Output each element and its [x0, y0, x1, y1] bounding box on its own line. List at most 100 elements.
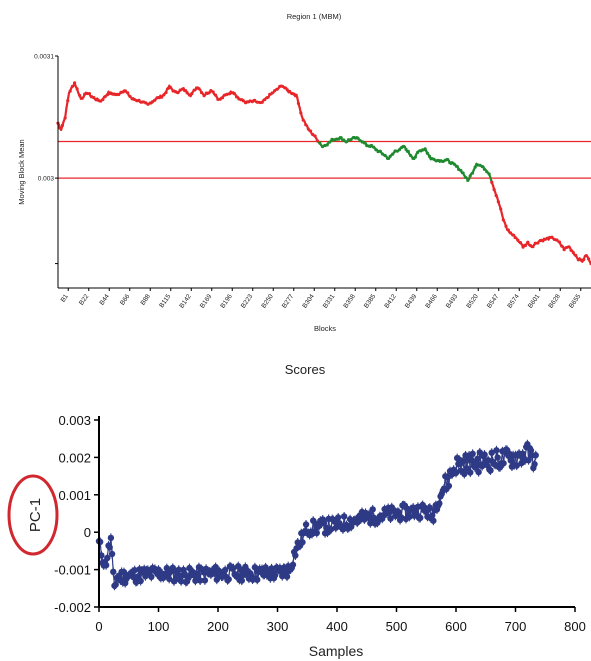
chart2-y-ticks: -0.002 -0.001 0 0.001 0.002 0.003: [54, 413, 99, 615]
chart1-x-tick-label: B142: [178, 293, 193, 310]
chart1-data-point: [550, 235, 554, 239]
chart1-data-point: [325, 143, 329, 147]
chart1-data-point: [72, 81, 77, 85]
chart2-x-tick-label: 400: [326, 619, 348, 634]
chart1-data-point: [454, 164, 459, 168]
chart1-data-point: [126, 91, 130, 95]
chart1-data-point: [220, 96, 225, 100]
chart2-point: [320, 519, 328, 526]
chart1-data-point: [528, 243, 533, 248]
chart2-y-tick-label: -0.002: [54, 600, 91, 615]
chart1-data-point: [190, 91, 194, 96]
chart1-title: Region 1 (MBM): [287, 12, 342, 21]
chart1-data-point: [369, 143, 374, 148]
chart1-data-point: [473, 165, 477, 169]
chart1-data-point: [315, 139, 319, 143]
chart1-data-point: [258, 100, 262, 105]
chart1-data-point: [397, 147, 402, 152]
chart1-data-point: [225, 92, 229, 96]
chart2-point: [426, 504, 434, 511]
chart2-point: [488, 449, 495, 456]
chart2-point: [493, 447, 500, 454]
chart1-data-point: [169, 85, 173, 90]
chart1-data-point: [508, 231, 513, 235]
chart2-y-tick-label: 0.002: [58, 450, 91, 465]
chart2-x-tick-label: 600: [445, 619, 467, 634]
chart1-x-tick-label: B574: [506, 293, 521, 310]
chart2-points: [95, 439, 539, 591]
chart1-data-point: [117, 92, 121, 97]
chart1-data-point: [408, 153, 413, 158]
chart1-data-point: [571, 251, 575, 255]
chart1-data-point: [227, 92, 232, 96]
chart1-data-point: [411, 156, 415, 160]
chart1-data-point: [555, 238, 559, 242]
chart2-point: [406, 513, 413, 520]
chart1-x-tick-label: B1: [60, 293, 71, 304]
chart1-data-point: [344, 140, 348, 144]
chart2-point: [369, 506, 376, 513]
chart1-data-point: [275, 87, 279, 91]
chart1-data-point: [504, 224, 508, 228]
chart1-data-point: [63, 116, 67, 120]
chart2-title: Scores: [285, 362, 326, 377]
chart1-data-point: [587, 257, 591, 261]
chart1-data-point: [492, 187, 496, 192]
chart1-data-point: [299, 111, 303, 115]
chart1-data-point: [87, 91, 92, 96]
chart1-x-tick-label: B385: [363, 293, 378, 310]
chart1-data-point: [494, 194, 498, 198]
chart2-point: [292, 552, 299, 559]
chart1-data-point: [434, 159, 438, 163]
chart1-data-point: [339, 136, 343, 140]
chart2-y-tick-label: 0.001: [58, 488, 91, 503]
chart2-point: [409, 504, 417, 511]
chart1-data-point: [516, 238, 520, 242]
chart1-data-point: [391, 152, 395, 156]
chart1-data-point: [557, 240, 562, 244]
chart1-data-point: [383, 153, 387, 158]
chart1-data-point: [404, 147, 408, 152]
chart1-data-point: [413, 155, 417, 159]
chart1-data-point: [541, 239, 545, 243]
chart1-data-point: [185, 91, 189, 95]
chart1-x-tick-label: B250: [260, 293, 275, 310]
chart1-data-point: [531, 245, 535, 249]
chart1-data-point: [562, 248, 566, 252]
chart1-data-point: [263, 98, 267, 102]
chart1-data-point: [235, 95, 239, 99]
chart2-point: [313, 529, 320, 537]
chart1-data-point: [103, 95, 107, 99]
chart1-x-tick-label: B466: [424, 293, 439, 310]
chart1-data-point: [334, 137, 339, 141]
chart1-data-point: [437, 158, 441, 163]
chart1-data-point: [313, 134, 317, 138]
chart1-data-point: [432, 157, 436, 161]
chart1-data-point: [374, 148, 378, 152]
chart1-data-point: [265, 96, 269, 100]
chart1-data-point: [68, 89, 72, 93]
chart1-data-point: [273, 89, 277, 93]
chart1-data-point: [584, 254, 588, 258]
chart1-data-point: [533, 241, 537, 245]
chart1-data-point: [294, 93, 298, 97]
chart1-data-point: [308, 129, 313, 133]
chart1-data-point: [416, 150, 420, 154]
chart1-data-point: [523, 243, 528, 248]
chart1-data-point: [480, 165, 484, 169]
chart2-point: [469, 450, 476, 458]
chart2-y-tick-label: 0.003: [58, 413, 91, 428]
chart1-data-point: [123, 89, 128, 93]
chart1-data-point: [260, 100, 264, 104]
chart1-data-point: [183, 88, 187, 93]
chart1-data-point: [337, 137, 341, 141]
chart1-data-point: [421, 148, 425, 152]
chart1-data-point: [137, 98, 141, 102]
chart1-data-point: [197, 87, 201, 91]
chart1-data-point: [280, 84, 284, 88]
chart1-data-point: [301, 118, 305, 122]
chart1-data-point: [476, 163, 480, 167]
chart1-data-point: [114, 92, 119, 97]
chart1-x-tick-label: B169: [199, 293, 214, 310]
